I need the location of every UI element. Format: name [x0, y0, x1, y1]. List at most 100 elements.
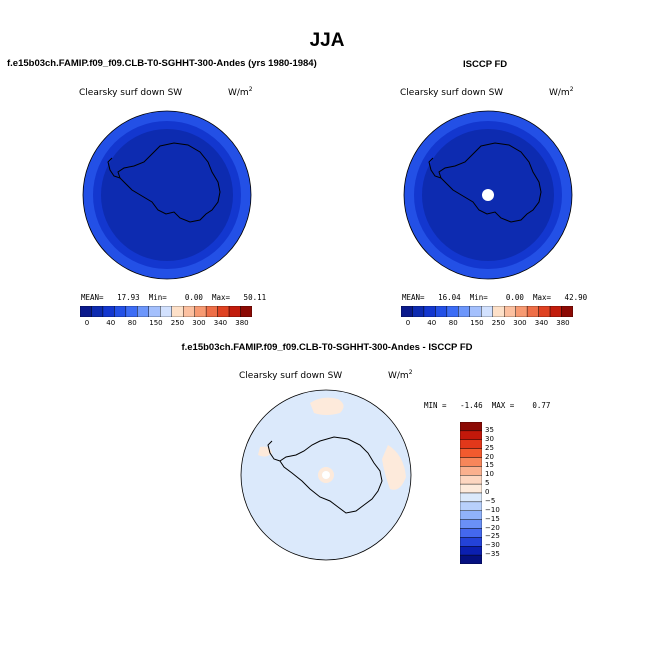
- obs-variable-label: Clearsky surf down SW: [400, 88, 504, 98]
- obs-colorbar-swatch: [503, 306, 516, 317]
- diff-antarctica-coastline: [279, 436, 383, 514]
- model-colorbar-labels: 0 40 80 150 250 300 340 380: [80, 319, 252, 329]
- diff-colorbar-swatch: [460, 483, 482, 494]
- model-colorbar-swatch: [240, 306, 252, 317]
- obs-colorbar-tick-label: 380: [556, 319, 570, 327]
- diff-colorbar-swatch: [460, 501, 482, 511]
- model-map: [82, 110, 252, 280]
- diff-colorbar-tick-label: 20: [485, 452, 494, 461]
- obs-colorbar-swatch: [549, 306, 562, 317]
- model-colorbar-tick-label: 150: [149, 319, 163, 327]
- obs-units-label: W/m2: [549, 86, 574, 98]
- model-colorbar-swatch: [182, 306, 195, 317]
- model-colorbar-swatch: [137, 306, 149, 317]
- diff-colorbar-tick-label: 25: [485, 443, 494, 452]
- model-colorbar-swatch: [194, 306, 207, 317]
- obs-units-exp: 2: [569, 86, 574, 93]
- model-colorbar-swatch: [148, 306, 161, 317]
- diff-colorbar-tick-label: 35: [485, 425, 494, 434]
- obs-colorbar-tick-label: 300: [513, 319, 527, 327]
- diff-colorbar-tick-label: −30: [485, 541, 500, 550]
- model-colorbar-swatch: [102, 306, 115, 317]
- diff-colorbar-swatch: [460, 510, 482, 520]
- model-colorbar-swatch: [171, 306, 184, 317]
- model-antarctica-coastline: [117, 142, 221, 223]
- obs-colorbar-swatch: [412, 306, 425, 317]
- model-stats: MEAN= 17.93 Min= 0.00 Max= 50.11: [81, 293, 267, 302]
- obs-stats: MEAN= 16.04 Min= 0.00 Max= 42.90: [402, 293, 588, 302]
- obs-colorbar-swatch: [526, 306, 539, 317]
- obs-colorbar-swatch: [515, 306, 528, 317]
- model-colorbar-tick-label: 250: [170, 319, 185, 327]
- obs-colorbar-labels: 0 40 80 150 250 300 340 380: [401, 319, 573, 329]
- diff-colorbar-swatch: [460, 528, 482, 538]
- model-colorbar-swatch: [217, 306, 230, 317]
- model-colorbar-swatch: [114, 306, 127, 317]
- diff-colorbar-tick-label: 0: [485, 488, 490, 496]
- diff-colorbar-swatch: [460, 466, 482, 476]
- diff-map: [240, 389, 412, 561]
- diff-positive-patch-east: [382, 445, 406, 490]
- diff-colorbar-swatch: [460, 475, 482, 485]
- model-colorbar-swatch: [80, 306, 92, 317]
- model-colorbar-tick-label: 80: [127, 319, 137, 327]
- diff-variable-label: Clearsky surf down SW: [239, 371, 343, 381]
- diff-colorbar-swatch: [460, 492, 482, 503]
- obs-colorbar-swatch: [458, 306, 470, 317]
- diff-minmax: MIN = -1.46 MAX = 0.77: [424, 401, 551, 410]
- diff-colorbar-tick-label: −25: [485, 532, 500, 541]
- diff-units-base: W/m: [388, 371, 409, 381]
- obs-units-base: W/m: [549, 88, 570, 98]
- obs-colorbar-swatch: [469, 306, 482, 317]
- model-peninsula: [107, 157, 121, 179]
- obs-pole-hole: [482, 189, 494, 201]
- obs-colorbar-swatch: [561, 306, 573, 317]
- obs-antarctica-coastline: [438, 142, 542, 223]
- diff-colorbar-swatch: [460, 448, 482, 458]
- model-colorbar-swatch: [205, 306, 218, 317]
- model-colorbar-tick-label: 300: [192, 319, 206, 327]
- model-units-exp: 2: [248, 86, 253, 93]
- model-colorbar-swatch: [160, 306, 172, 317]
- model-colorbar-swatch: [91, 306, 104, 317]
- obs-colorbar-tick-label: 150: [470, 319, 484, 327]
- diff-colorbar-swatch: [460, 554, 482, 564]
- diff-colorbar-tick-label: 30: [485, 434, 494, 443]
- model-units-base: W/m: [228, 88, 249, 98]
- obs-colorbar-swatch: [492, 306, 505, 317]
- obs-map: [403, 110, 573, 280]
- obs-colorbar-swatch: [481, 306, 493, 317]
- obs-colorbar: [401, 306, 573, 317]
- diff-positive-ring: [318, 467, 334, 483]
- obs-peninsula: [428, 157, 442, 179]
- model-variable-label: Clearsky surf down SW: [79, 88, 183, 98]
- season-title: JJA: [309, 30, 345, 51]
- model-colorbar-swatch: [228, 306, 241, 317]
- diff-colorbar-swatch: [460, 422, 482, 432]
- obs-colorbar-tick-label: 340: [534, 319, 549, 327]
- obs-panel-title: ISCCP FD: [463, 59, 508, 70]
- model-colorbar-tick-label: 0: [84, 319, 90, 327]
- diff-panel-title: f.e15b03ch.FAMIP.f09_f09.CLB-T0-SGHHT-30…: [181, 342, 473, 353]
- model-colorbar: [80, 306, 252, 317]
- obs-colorbar-swatch: [446, 306, 459, 317]
- diff-pole-hole: [322, 471, 330, 479]
- model-colorbar-swatch: [125, 306, 138, 317]
- diff-positive-patch-north: [310, 397, 344, 415]
- obs-colorbar-swatch: [435, 306, 448, 317]
- diff-units-exp: 2: [408, 369, 413, 376]
- obs-colorbar-swatch: [401, 306, 413, 317]
- obs-colorbar-tick-label: 0: [405, 319, 411, 327]
- diff-colorbar-swatch: [460, 519, 482, 529]
- diff-colorbar-tick-label: −10: [485, 505, 500, 514]
- model-colorbar-tick-label: 380: [235, 319, 249, 327]
- obs-colorbar-tick-label: 250: [491, 319, 506, 327]
- obs-colorbar-swatch: [538, 306, 551, 317]
- diff-colorbar: [460, 422, 482, 564]
- diff-colorbar-tick-label: 5: [485, 479, 490, 488]
- model-map-inner: [101, 129, 233, 261]
- obs-colorbar-tick-label: 40: [427, 319, 437, 327]
- diff-units-label: W/m2: [388, 369, 413, 381]
- diff-colorbar-swatch: [460, 546, 482, 556]
- diff-colorbar-tick-label: −20: [485, 523, 500, 532]
